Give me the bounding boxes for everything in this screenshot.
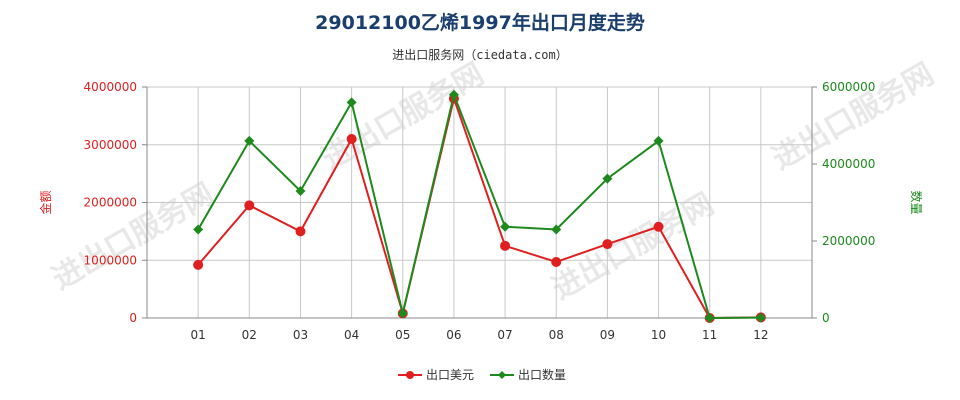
data-point	[295, 226, 306, 237]
x-tick-label: 04	[344, 328, 359, 342]
data-point	[244, 135, 255, 146]
y-left-tick-label: 3000000	[84, 138, 137, 152]
data-point	[295, 185, 306, 196]
x-tick-label: 07	[497, 328, 512, 342]
data-point	[193, 224, 204, 235]
data-point	[551, 256, 562, 267]
legend-swatch-marker	[406, 371, 414, 379]
x-tick-label: 08	[549, 328, 564, 342]
data-point	[602, 173, 613, 184]
y-right-tick-label: 2000000	[822, 234, 875, 248]
x-tick-label: 11	[702, 328, 717, 342]
data-point	[704, 313, 715, 323]
series-line	[197, 94, 761, 320]
x-tick-label: 06	[446, 328, 461, 342]
series-line	[197, 91, 761, 320]
data-point	[500, 240, 511, 251]
data-point	[397, 308, 408, 319]
legend-label: 出口数量	[518, 367, 566, 382]
x-tick-label: 02	[242, 328, 257, 342]
legend-label: 出口美元	[426, 368, 474, 382]
chart-title: 29012100乙烯1997年出口月度走势	[315, 12, 645, 34]
data-point	[193, 259, 204, 270]
data-point	[346, 133, 357, 144]
legend-swatch-marker	[498, 371, 506, 379]
y-left-tick-label: 1000000	[84, 253, 137, 267]
data-point	[346, 97, 357, 108]
data-point	[500, 221, 511, 232]
y-left-tick-label: 2000000	[84, 196, 137, 210]
y-right-tick-label: 4000000	[822, 157, 875, 171]
y-right-tick-label: 6000000	[822, 80, 875, 94]
data-point	[448, 89, 459, 100]
data-point	[755, 312, 766, 323]
y-left-axis-label: 金额	[38, 190, 53, 214]
y-left-tick-label: 0	[129, 311, 137, 325]
data-point	[551, 224, 562, 235]
x-tick-label: 01	[191, 328, 206, 342]
x-tick-label: 10	[651, 328, 666, 342]
x-tick-label: 12	[753, 328, 768, 342]
y-right-axis-label: 数量	[909, 190, 924, 214]
data-point	[653, 221, 664, 232]
data-point	[653, 135, 664, 146]
y-left-tick-label: 4000000	[84, 80, 137, 94]
x-tick-label: 09	[600, 328, 615, 342]
data-point	[244, 200, 255, 211]
chart-subtitle: 进出口服务网（ciedata.com）	[392, 48, 568, 62]
y-right-tick-label: 0	[822, 311, 830, 325]
x-tick-label: 05	[395, 328, 410, 342]
data-point	[602, 239, 613, 250]
x-tick-label: 03	[293, 328, 308, 342]
